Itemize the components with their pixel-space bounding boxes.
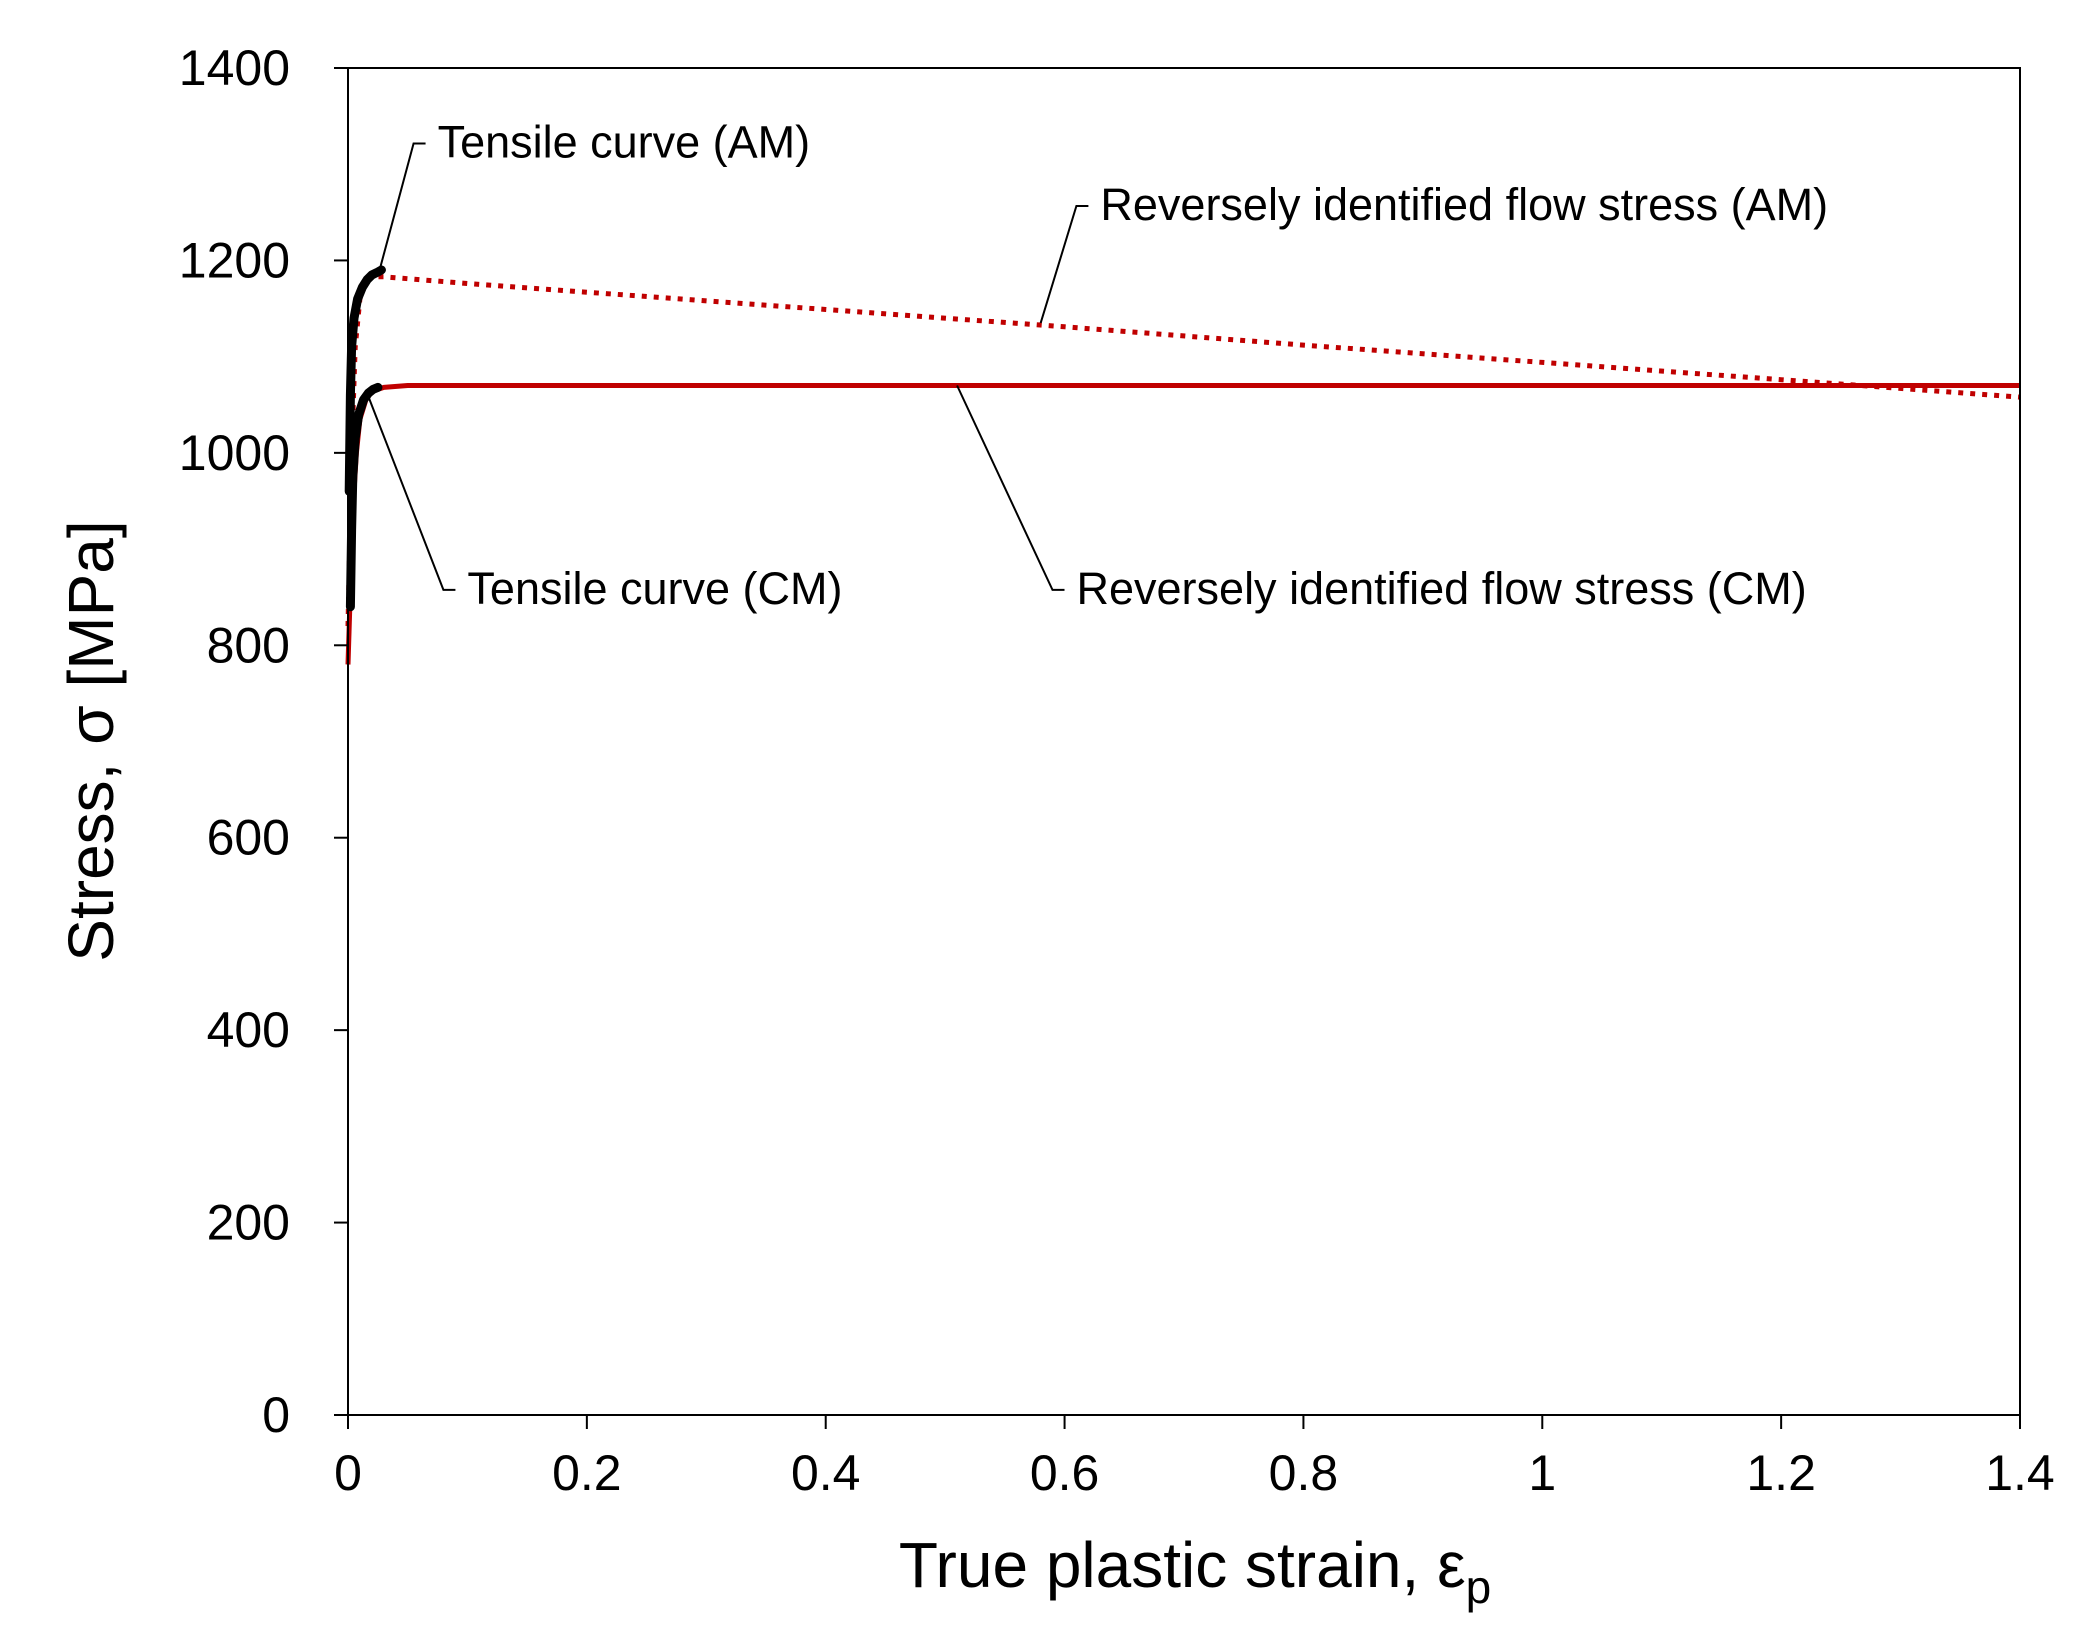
annotation-label: Reversely identified flow stress (AM)	[1100, 179, 1828, 230]
annotation-leader-line	[1039, 205, 1089, 324]
annotation-label: Reversely identified flow stress (CM)	[1077, 563, 1807, 614]
annotation-label: Tensile curve (CM)	[467, 563, 842, 614]
y-tick-label: 0	[262, 1387, 290, 1443]
y-tick-label: 200	[207, 1195, 290, 1251]
y-tick-label: 400	[207, 1002, 290, 1058]
y-tick-label: 1000	[179, 425, 290, 481]
x-tick-labels: 0 0.2 0.4 0.6 0.8 1 1.2 1.4	[334, 1445, 2055, 1501]
x-tick-label: 0.8	[1269, 1445, 1339, 1501]
x-tick-label: 1.2	[1746, 1445, 1816, 1501]
y-tick-label: 600	[207, 810, 290, 866]
x-axis-title-subscript: p	[1466, 1561, 1492, 1613]
annotation-leader-line	[366, 392, 456, 591]
x-tick-label: 0	[334, 1445, 362, 1501]
series-reversely-identified-flow-stress-cm	[345, 383, 2020, 665]
y-tick-label: 1200	[179, 232, 290, 288]
x-tick-label: 0.6	[1030, 1445, 1100, 1501]
x-axis-title-text: True plastic strain,	[899, 1529, 1437, 1601]
plot-area	[347, 67, 2021, 1416]
x-tick-label: 1.4	[1985, 1445, 2055, 1501]
x-axis-title-symbol: ε	[1437, 1529, 1466, 1601]
y-axis-title: Stress, σ [MPa]	[55, 520, 127, 961]
annotations: Tensile curve (AM) Reversely identified f…	[366, 116, 1828, 614]
x-axis-title: True plastic strain, εp	[899, 1529, 1491, 1613]
axis-ticks	[334, 67, 2021, 1429]
x-tick-label: 0.2	[552, 1445, 622, 1501]
curves-layer	[344, 265, 2021, 665]
annotation-leader-line	[378, 142, 426, 273]
y-tick-labels: 0 200 400 600 800 1000 1200 1400	[179, 40, 290, 1443]
x-tick-label: 0.4	[791, 1445, 861, 1501]
annotation-label: Tensile curve (AM)	[438, 116, 811, 167]
y-tick-label: 1400	[179, 40, 290, 96]
annotation-leader-line	[956, 385, 1065, 591]
y-tick-label: 800	[207, 617, 290, 673]
x-tick-label: 1	[1528, 1445, 1556, 1501]
series-tensile-curve-cm	[345, 382, 383, 612]
series-tensile-curve-am	[344, 265, 386, 496]
